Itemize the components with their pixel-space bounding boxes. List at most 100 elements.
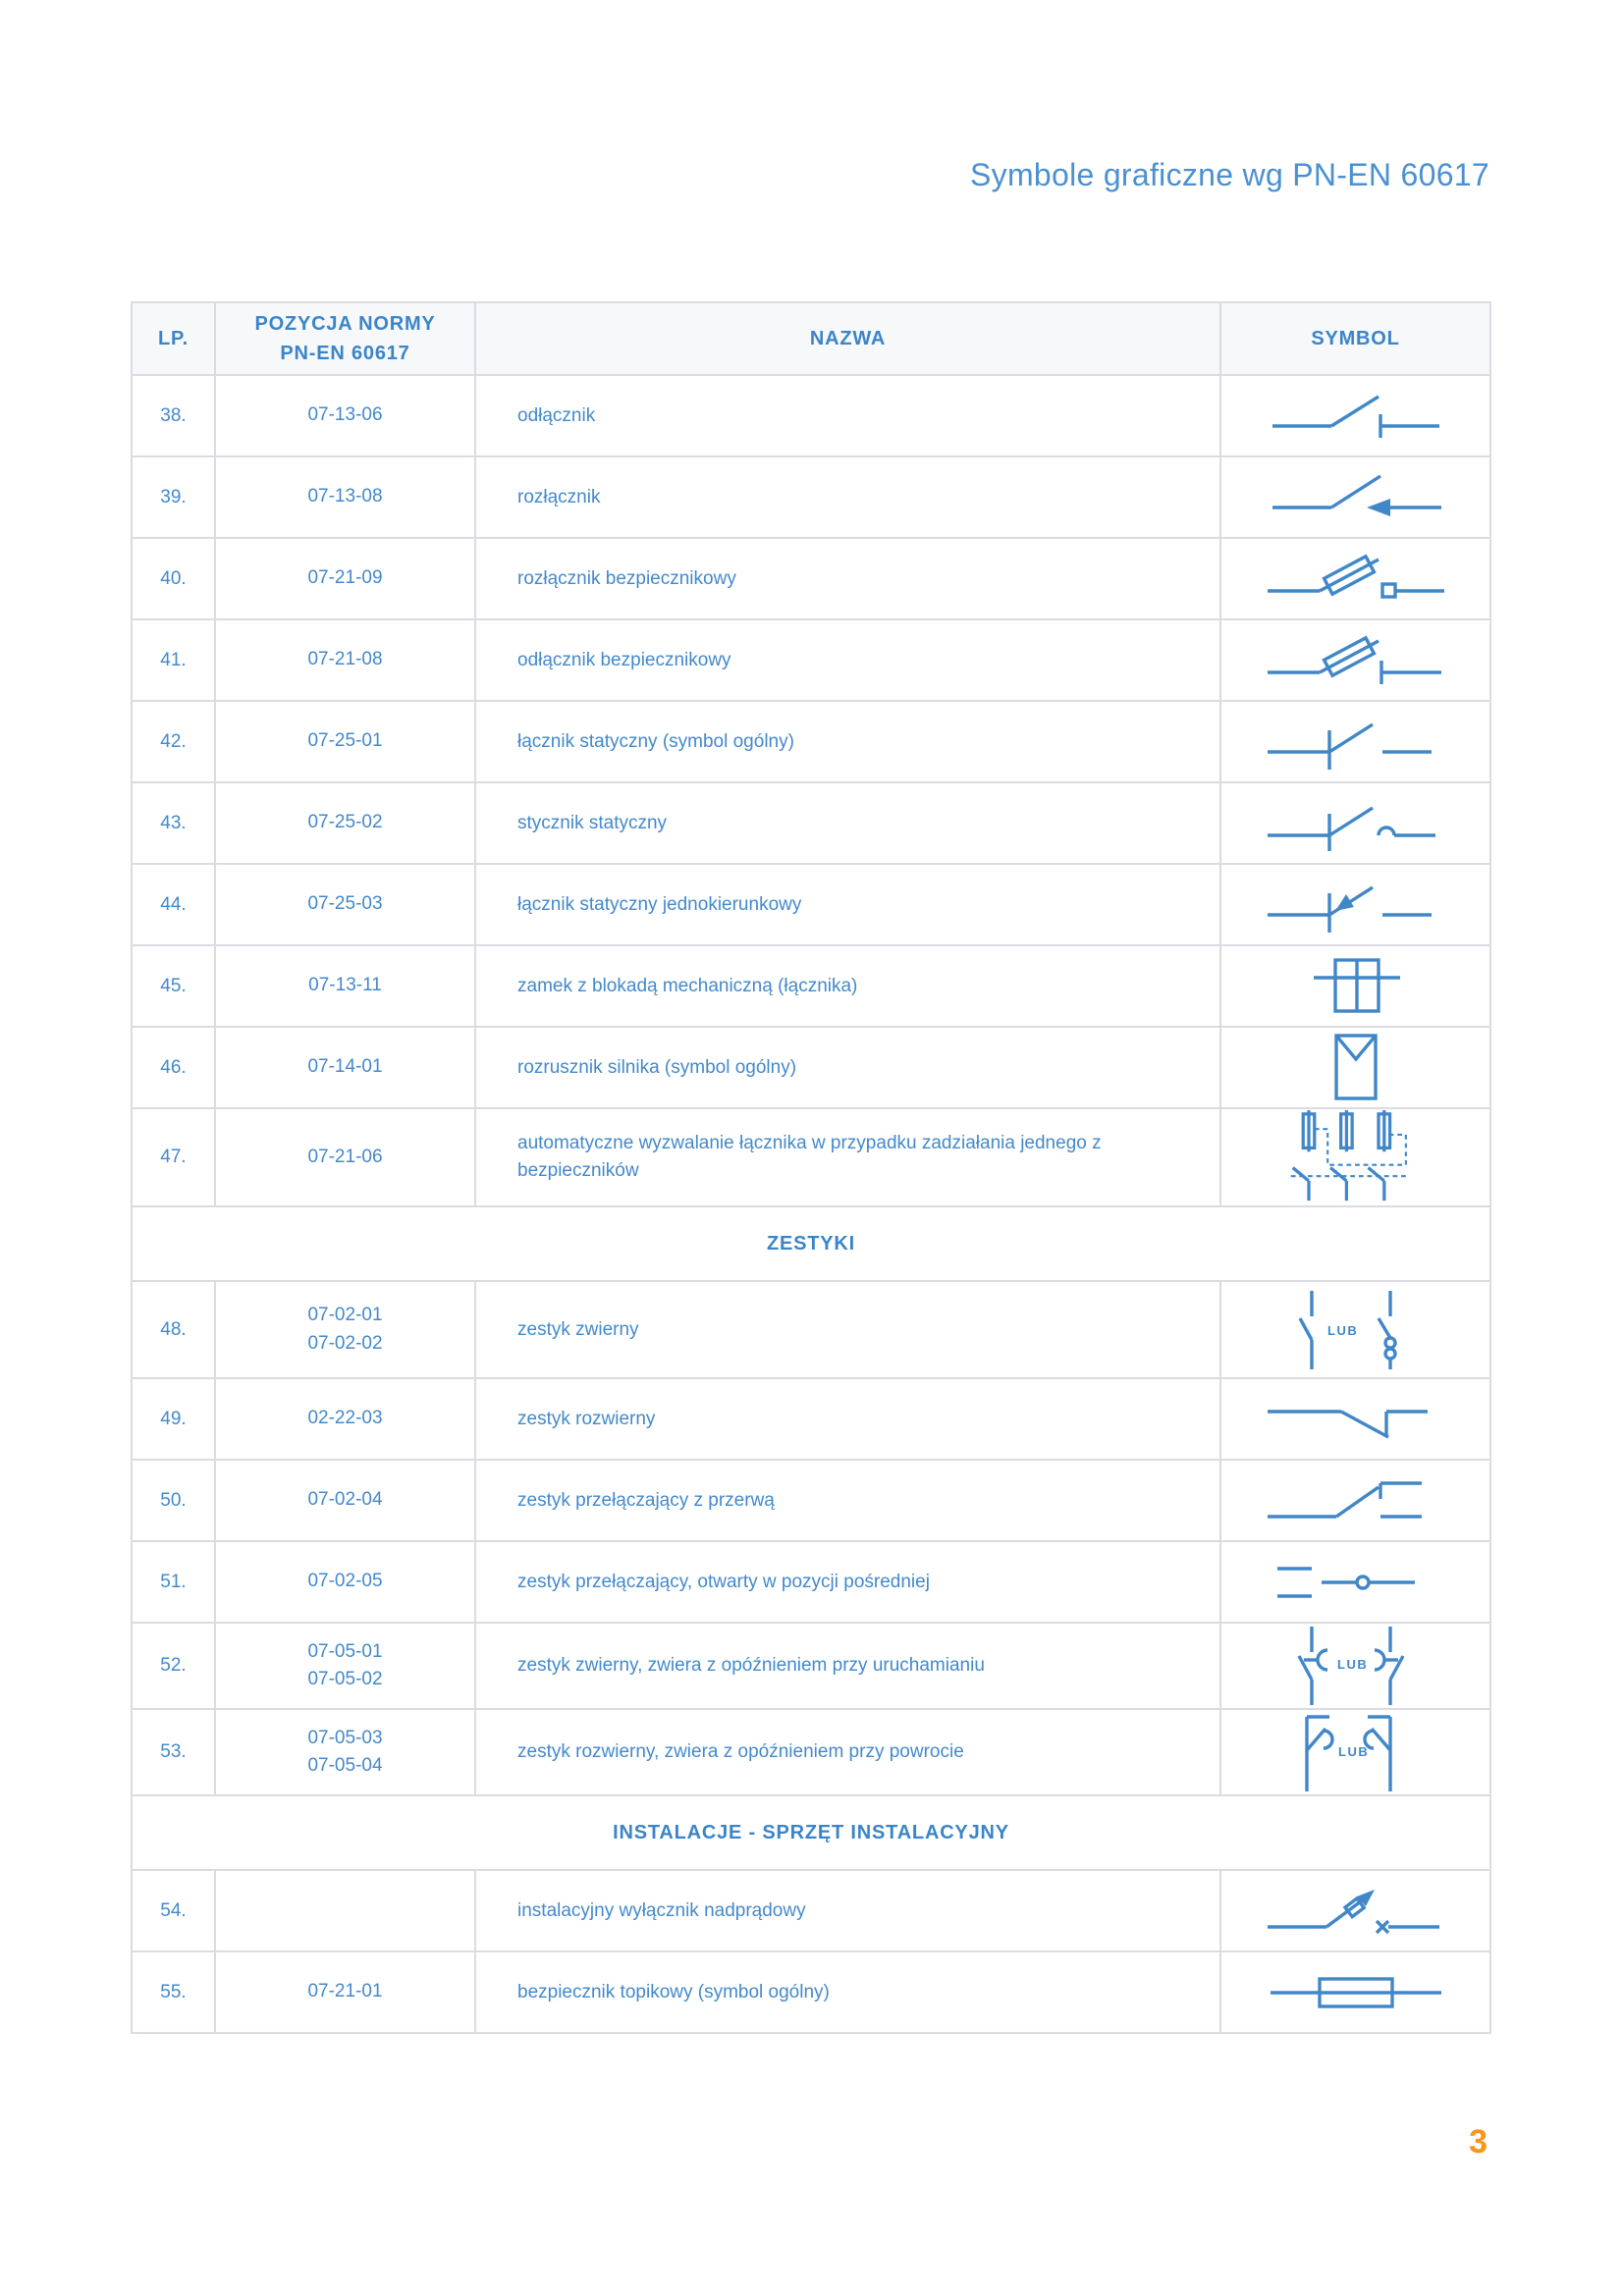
name-cell: zestyk rozwierny, zwiera z opóźnieniem p… <box>474 1708 1221 1796</box>
symbol-cell <box>1219 700 1491 783</box>
symbol-cell <box>1219 863 1491 946</box>
table-row: 39. 07-13-08 rozłącznik <box>131 455 1491 539</box>
name-cell: zestyk zwierny <box>474 1280 1221 1379</box>
motor-starter-icon <box>1333 1033 1378 1100</box>
lp-cell: 46. <box>131 1026 216 1109</box>
mechanical-interlock-icon <box>1313 957 1400 1013</box>
symbol-cell <box>1219 618 1491 702</box>
name-cell: zestyk rozwierny <box>474 1377 1221 1461</box>
symbol-cell: LUB <box>1219 1280 1491 1379</box>
miniature-circuit-breaker-icon <box>1267 1889 1439 1934</box>
name-cell: zamek z blokadą mechaniczną (łącznika) <box>474 944 1221 1028</box>
lp-cell: 49. <box>131 1377 216 1461</box>
code-line: 07-05-04 <box>307 1755 383 1776</box>
lp-cell: 40. <box>131 537 216 620</box>
lp-cell: 43. <box>131 781 216 865</box>
code-cell <box>214 1869 476 1952</box>
delayed-break-contact-icon: LUB <box>1304 1715 1392 1791</box>
code-line: 07-05-03 <box>307 1727 383 1748</box>
name-cell: rozrusznik silnika (symbol ogólny) <box>474 1026 1221 1109</box>
switch-disconnector-icon <box>1271 474 1441 516</box>
name-cell: automatyczne wyzwalanie łącznika w przyp… <box>474 1107 1221 1207</box>
lp-cell: 55. <box>131 1950 216 2034</box>
changeover-break-contact-icon <box>1267 1480 1422 1519</box>
table-row: 51. 07-02-05 zestyk przełączający, otwar… <box>131 1540 1491 1624</box>
break-contact-icon <box>1267 1409 1428 1438</box>
lub-label: LUB <box>1327 1323 1358 1338</box>
symbol-cell: LUB <box>1219 1708 1491 1796</box>
symbol-cell <box>1219 1026 1491 1109</box>
code-cell: 07-05-03 07-05-04 <box>214 1708 476 1796</box>
name-cell: odłącznik <box>474 374 1221 457</box>
code-cell: 07-25-03 <box>214 863 476 946</box>
symbol-cell <box>1219 1377 1491 1461</box>
changeover-mid-position-contact-icon <box>1276 1566 1415 1598</box>
lp-cell: 50. <box>131 1459 216 1542</box>
table-row: 47. 07-21-06 automatyczne wyzwalanie łąc… <box>131 1107 1491 1207</box>
symbols-table: LP. POZYCJA NORMY PN-EN 60617 NAZWA SYMB… <box>131 301 1491 2034</box>
disconnector-icon <box>1271 395 1439 438</box>
section-row-zestyki: ZESTYKI <box>131 1205 1491 1282</box>
lp-cell: 39. <box>131 455 216 539</box>
fuse-switch-disconnector-icon <box>1267 553 1444 599</box>
table-row: 42. 07-25-01 łącznik statyczny (symbol o… <box>131 700 1491 783</box>
name-cell: łącznik statyczny jednokierunkowy <box>474 863 1221 946</box>
name-cell: rozłącznik <box>474 455 1221 539</box>
unidirectional-static-switch-icon <box>1267 885 1432 933</box>
name-cell: zestyk zwierny, zwiera z opóźnieniem prz… <box>474 1622 1221 1710</box>
lub-label: LUB <box>1338 1744 1369 1759</box>
page-title: Symbole graficzne wg PN-EN 60617 <box>970 157 1489 192</box>
table-row: 53. 07-05-03 07-05-04 zestyk rozwierny, … <box>131 1708 1491 1796</box>
delayed-make-contact-icon: LUB <box>1297 1627 1404 1705</box>
code-line: 07-02-02 <box>307 1332 383 1354</box>
table-row: 44. 07-25-03 łącznik statyczny jednokier… <box>131 863 1491 946</box>
page-number: 3 <box>1469 2123 1488 2161</box>
code-cell: 07-14-01 <box>214 1026 476 1109</box>
table-row: 49. 02-22-03 zestyk rozwierny <box>131 1377 1491 1461</box>
code-cell: 07-21-08 <box>214 618 476 702</box>
col-header-pozycja: POZYCJA NORMY PN-EN 60617 <box>214 301 476 376</box>
table-row: 46. 07-14-01 rozrusznik silnika (symbol … <box>131 1026 1491 1109</box>
section-row-instalacje: INSTALACJE - SPRZĘT INSTALACYJNY <box>131 1794 1491 1871</box>
name-cell: bezpiecznik topikowy (symbol ogólny) <box>474 1950 1221 2034</box>
symbol-cell <box>1219 944 1491 1028</box>
col-header-symbol: SYMBOL <box>1219 301 1491 376</box>
symbol-cell <box>1219 1540 1491 1624</box>
code-cell: 07-21-01 <box>214 1950 476 2034</box>
automatic-fuse-tripping-icon <box>1290 1110 1407 1201</box>
symbol-cell <box>1219 374 1491 457</box>
table-row: 40. 07-21-09 rozłącznik bezpiecznikowy <box>131 537 1491 620</box>
code-cell: 07-13-08 <box>214 455 476 539</box>
name-cell: odłącznik bezpiecznikowy <box>474 618 1221 702</box>
table-row: 41. 07-21-08 odłącznik bezpiecznikowy <box>131 618 1491 702</box>
lp-cell: 52. <box>131 1622 216 1710</box>
static-contactor-icon <box>1267 806 1435 851</box>
lp-cell: 45. <box>131 944 216 1028</box>
lp-cell: 53. <box>131 1708 216 1796</box>
lp-cell: 41. <box>131 618 216 702</box>
lp-cell: 48. <box>131 1280 216 1379</box>
code-cell: 07-25-01 <box>214 700 476 783</box>
table-row: 50. 07-02-04 zestyk przełączający z prze… <box>131 1459 1491 1542</box>
code-cell: 07-05-01 07-05-02 <box>214 1622 476 1710</box>
code-cell: 07-02-05 <box>214 1540 476 1624</box>
table-row: 38. 07-13-06 odłącznik <box>131 374 1491 457</box>
code-cell: 07-02-01 07-02-02 <box>214 1280 476 1379</box>
symbol-cell <box>1219 1950 1491 2034</box>
col-header-pozycja-line1: POZYCJA NORMY <box>254 313 436 335</box>
code-cell: 02-22-03 <box>214 1377 476 1461</box>
table-header-row: LP. POZYCJA NORMY PN-EN 60617 NAZWA SYMB… <box>131 301 1491 376</box>
lp-cell: 54. <box>131 1869 216 1952</box>
fuse-icon <box>1270 1976 1441 2008</box>
name-cell: instalacyjny wyłącznik nadprądowy <box>474 1869 1221 1952</box>
lp-cell: 51. <box>131 1540 216 1624</box>
table-row: 48. 07-02-01 07-02-02 zestyk zwierny LUB <box>131 1280 1491 1379</box>
table-row: 54. instalacyjny wyłącznik nadprądowy <box>131 1869 1491 1952</box>
code-cell: 07-02-04 <box>214 1459 476 1542</box>
code-line: 07-05-01 <box>307 1640 383 1662</box>
code-cell: 07-21-09 <box>214 537 476 620</box>
name-cell: rozłącznik bezpiecznikowy <box>474 537 1221 620</box>
fuse-disconnector-icon <box>1267 634 1441 684</box>
col-header-nazwa: NAZWA <box>474 301 1221 376</box>
